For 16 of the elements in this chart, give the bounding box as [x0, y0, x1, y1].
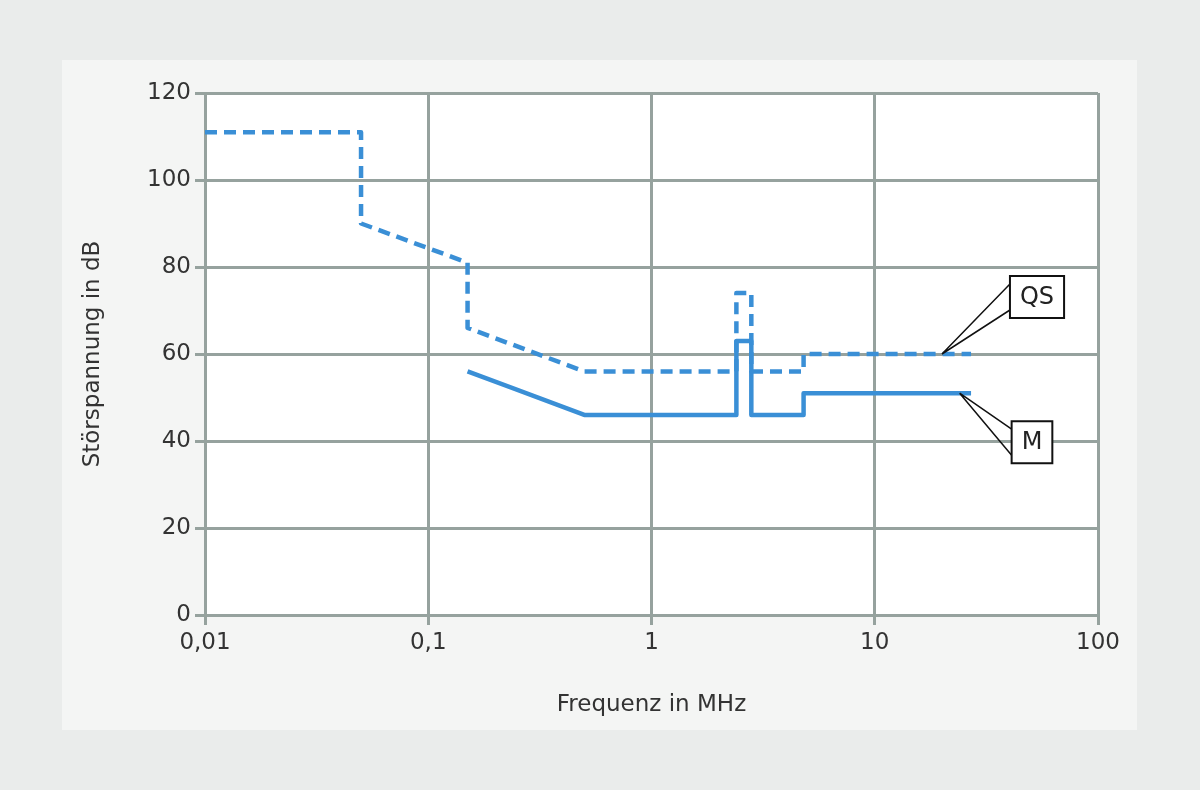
x-tick-label: 10	[860, 627, 890, 654]
x-tick-label: 100	[1076, 627, 1120, 654]
x-tick-label: 0,1	[409, 627, 447, 654]
y-tick-label: 40	[161, 425, 191, 452]
x-tick-label: 1	[644, 627, 659, 654]
y-tick-label: 80	[161, 251, 191, 278]
y-axis-title: Störspannung in dB	[77, 240, 104, 468]
x-tick-label: 0,01	[179, 627, 231, 654]
annotation: M	[1021, 427, 1043, 456]
y-tick-label: 100	[147, 164, 191, 191]
y-tick-label: 20	[161, 512, 191, 539]
y-tick-label: 0	[176, 599, 191, 626]
annotation: QS	[1019, 282, 1055, 311]
x-axis-title: Frequenz in MHz	[556, 690, 747, 717]
y-tick-label: 60	[161, 338, 191, 365]
y-tick-label: 120	[147, 77, 191, 104]
